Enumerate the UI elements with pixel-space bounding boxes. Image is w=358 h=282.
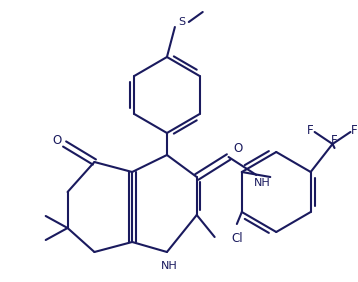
Text: Cl: Cl: [231, 232, 243, 244]
Text: NH: NH: [160, 261, 177, 271]
Text: O: O: [234, 142, 243, 155]
Text: O: O: [52, 133, 61, 147]
Text: F: F: [308, 124, 314, 136]
Text: F: F: [331, 133, 338, 147]
Text: F: F: [351, 124, 358, 136]
Text: NH: NH: [254, 178, 271, 188]
Text: S: S: [178, 17, 185, 27]
